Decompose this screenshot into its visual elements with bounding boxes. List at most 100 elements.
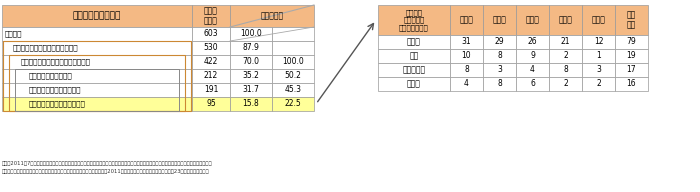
Text: 外資系企業から代替調達した: 外資系企業から代替調達した xyxy=(29,101,86,107)
Text: 87.9: 87.9 xyxy=(243,44,260,52)
Text: 4: 4 xyxy=(464,79,469,89)
Text: 回答
社数: 回答 社数 xyxy=(627,10,636,30)
Text: 企業数
（社）: 企業数 （社） xyxy=(204,6,218,26)
Text: 31: 31 xyxy=(462,37,471,46)
Text: 備考：2011年7月時点での調査。部品・材料の調達面で影響を受けた企業の対応策及び調達先の外資系企業の国・地域については、複数回答可。: 備考：2011年7月時点での調査。部品・材料の調達面で影響を受けた企業の対応策及… xyxy=(2,161,213,166)
Text: 1: 1 xyxy=(596,51,601,60)
Text: 割合（％）: 割合（％） xyxy=(260,12,284,21)
Text: 部品・材料の調達面で影響を受けた: 部品・材料の調達面で影響を受けた xyxy=(21,59,91,65)
Text: 自動車: 自動車 xyxy=(407,79,421,89)
Bar xyxy=(615,49,648,63)
Bar xyxy=(483,5,516,35)
Bar xyxy=(582,63,615,77)
Bar xyxy=(450,49,483,63)
Text: 31.7: 31.7 xyxy=(243,85,260,94)
Text: 3: 3 xyxy=(497,65,502,74)
Text: 全　体: 全 体 xyxy=(407,37,421,46)
Bar xyxy=(483,35,516,49)
Bar xyxy=(192,41,230,55)
Bar xyxy=(2,27,192,41)
Text: 日系他社から代替調達した: 日系他社から代替調達した xyxy=(29,87,81,93)
Bar xyxy=(450,5,483,35)
Text: 震災により何らかの影響を受けた: 震災により何らかの影響を受けた xyxy=(13,45,78,51)
Text: 欧米系: 欧米系 xyxy=(526,16,540,25)
Text: 9: 9 xyxy=(530,51,535,60)
Bar xyxy=(378,5,450,35)
Bar xyxy=(2,55,192,69)
Text: 191: 191 xyxy=(204,85,218,94)
Bar xyxy=(2,5,192,27)
Bar xyxy=(516,49,549,63)
Text: 資料：国際協力銀行「わが国製造業企業の海外事業展開に関する調査報告－2011年度海外直接投資アンケート調査（第23回）－」から作成。: 資料：国際協力銀行「わが国製造業企業の海外事業展開に関する調査報告－2011年度… xyxy=(2,169,209,174)
Bar xyxy=(192,5,230,27)
Text: 17: 17 xyxy=(626,65,636,74)
Text: 8: 8 xyxy=(497,51,502,60)
Bar xyxy=(483,77,516,91)
Text: 29: 29 xyxy=(495,37,504,46)
Text: 韓国系: 韓国系 xyxy=(493,16,506,25)
Bar xyxy=(230,69,272,83)
Text: 530: 530 xyxy=(204,44,218,52)
Text: 26: 26 xyxy=(528,37,538,46)
Bar xyxy=(516,5,549,35)
Bar xyxy=(2,97,192,111)
Bar xyxy=(9,55,185,111)
Text: 19: 19 xyxy=(626,51,636,60)
Bar xyxy=(272,41,314,55)
Text: 4: 4 xyxy=(530,65,535,74)
Bar xyxy=(192,69,230,83)
Text: 2: 2 xyxy=(563,79,568,89)
Bar xyxy=(483,63,516,77)
Text: 8: 8 xyxy=(464,65,469,74)
Text: 10: 10 xyxy=(462,51,471,60)
Bar xyxy=(378,63,450,77)
Text: 6: 6 xyxy=(530,79,535,89)
Bar xyxy=(3,41,191,111)
Bar xyxy=(2,83,192,97)
Text: 台湾系: 台湾系 xyxy=(559,16,573,25)
Text: 15.8: 15.8 xyxy=(243,99,260,108)
Bar xyxy=(450,63,483,77)
Text: 中国系: 中国系 xyxy=(460,16,473,25)
Bar xyxy=(516,35,549,49)
Bar xyxy=(516,77,549,91)
Bar xyxy=(582,5,615,35)
Text: 8: 8 xyxy=(563,65,568,74)
Bar xyxy=(549,49,582,63)
Bar xyxy=(615,77,648,91)
Bar xyxy=(582,77,615,91)
Text: 100.0: 100.0 xyxy=(240,30,262,39)
Bar xyxy=(450,35,483,49)
Bar xyxy=(230,27,272,41)
Text: 21: 21 xyxy=(561,37,570,46)
Bar xyxy=(230,5,314,27)
Bar xyxy=(2,41,192,55)
Text: 調達先は変えなかった: 調達先は変えなかった xyxy=(29,73,73,79)
Text: 70.0: 70.0 xyxy=(242,57,260,66)
Text: 2: 2 xyxy=(596,79,601,89)
Text: 100.0: 100.0 xyxy=(282,57,304,66)
Text: 電機・電子: 電機・電子 xyxy=(402,65,426,74)
Bar xyxy=(378,49,450,63)
Bar xyxy=(230,83,272,97)
Bar xyxy=(272,69,314,83)
Text: 603: 603 xyxy=(204,30,218,39)
Bar xyxy=(615,35,648,49)
Bar xyxy=(549,35,582,49)
Bar xyxy=(615,5,648,35)
Bar xyxy=(450,77,483,91)
Bar xyxy=(230,97,272,111)
Bar xyxy=(582,49,615,63)
Bar xyxy=(192,27,230,41)
Bar xyxy=(230,55,272,69)
Text: 調達先の
外資系企業
（国・地域別）: 調達先の 外資系企業 （国・地域別） xyxy=(399,9,429,31)
Text: 79: 79 xyxy=(626,37,636,46)
Text: 50.2: 50.2 xyxy=(285,71,302,80)
Bar xyxy=(192,83,230,97)
Text: 3: 3 xyxy=(596,65,601,74)
Text: 2: 2 xyxy=(563,51,568,60)
Bar xyxy=(378,77,450,91)
Text: 16: 16 xyxy=(626,79,636,89)
Text: 45.3: 45.3 xyxy=(284,85,302,94)
Text: 化学: 化学 xyxy=(410,51,419,60)
